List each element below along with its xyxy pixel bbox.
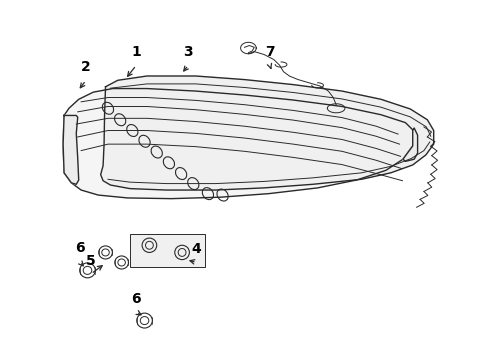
Text: 6: 6: [75, 241, 84, 255]
Polygon shape: [63, 116, 79, 184]
Polygon shape: [402, 128, 417, 161]
Polygon shape: [101, 76, 433, 190]
Text: 2: 2: [81, 60, 91, 74]
Text: 3: 3: [183, 45, 193, 59]
Text: 1: 1: [131, 45, 141, 59]
Text: 6: 6: [131, 292, 141, 306]
Text: 5: 5: [86, 253, 96, 267]
Text: 4: 4: [191, 242, 201, 256]
Polygon shape: [63, 89, 412, 199]
FancyBboxPatch shape: [130, 234, 205, 267]
Text: 7: 7: [264, 45, 274, 59]
